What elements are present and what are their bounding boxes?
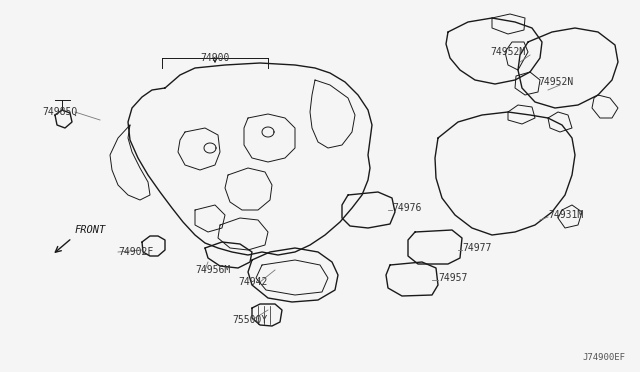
Text: 74976: 74976: [392, 203, 421, 213]
Text: J74900EF: J74900EF: [582, 353, 625, 362]
Text: 74902F: 74902F: [118, 247, 153, 257]
Text: 74957: 74957: [438, 273, 467, 283]
Text: 74985Q: 74985Q: [42, 107, 77, 117]
Text: FRONT: FRONT: [75, 225, 106, 235]
Text: 74952N: 74952N: [538, 77, 573, 87]
Text: 74942: 74942: [238, 277, 268, 287]
Text: 74952M: 74952M: [490, 47, 525, 57]
Text: 74977: 74977: [462, 243, 492, 253]
Text: 75500Y: 75500Y: [232, 315, 268, 325]
Text: 74956M: 74956M: [195, 265, 230, 275]
Text: 74900: 74900: [200, 53, 230, 63]
Text: 74931M: 74931M: [548, 210, 583, 220]
